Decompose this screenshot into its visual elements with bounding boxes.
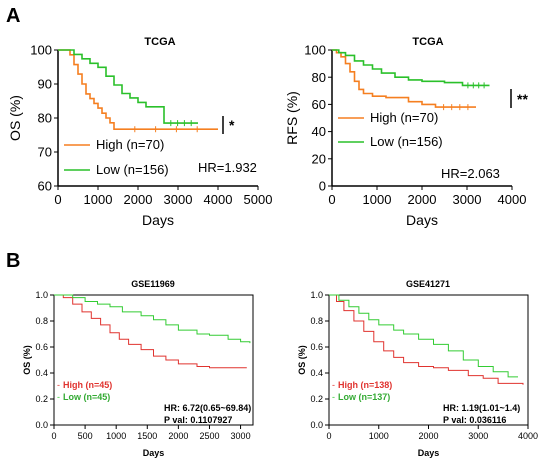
gse41271-os-chart: 0.0 0.2 0.4 0.6 0.8 1.0 0 1000 2000 3000 4000 GSE41… [297,279,538,458]
significance-label: * [229,117,235,133]
y-axis-label: RFS (%) [284,91,300,145]
x-tick-label: 3000 [453,192,482,207]
y-axis-label: OS (%) [297,345,307,375]
gse11969-os-chart: 0.0 0.2 0.4 0.6 0.8 1.0 0 500 1000 1500 2000 2500 30… [22,279,254,458]
y-tick-label: 60 [38,179,52,194]
legend-label: Low (n=45) [63,392,110,402]
legend-label: Low (n=137) [338,392,390,402]
panel-label-a: A [6,5,20,27]
x-tick-label: 4000 [204,192,233,207]
x-tick-label: 2500 [199,431,219,441]
legend-label: High (n=45) [63,380,112,390]
x-tick-label: 1000 [106,431,126,441]
x-tick-label: 0 [54,192,61,207]
y-tick-label: 1.0 [310,290,323,300]
y-tick-label: 0.2 [310,394,323,404]
x-tick-label: 1000 [363,192,392,207]
y-tick-label: 0.6 [35,342,48,352]
x-tick-label: 1000 [369,431,389,441]
survival-curve-low [58,49,198,124]
y-tick-label: 0 [319,179,326,194]
chart-title: TCGA [144,36,175,48]
x-tick-label: 0 [326,431,331,441]
legend-swatch: - [332,392,335,402]
survival-curve-high [54,294,247,369]
plot-frame [53,294,254,426]
y-axis-label: OS (%) [7,95,23,141]
chart-title: TCGA [412,36,443,48]
y-tick-label: 0.6 [310,342,323,352]
chart-title: GSE11969 [131,279,175,289]
x-tick-label: 1500 [137,431,157,441]
x-tick-label: 2000 [418,431,438,441]
y-tick-label: 100 [30,43,52,58]
y-tick-label: 100 [304,43,326,58]
x-tick-label: 1000 [84,192,113,207]
legend-swatch: - [57,380,60,390]
annotation-text: P val: 0.1107927 [164,415,232,425]
legend-swatch: - [332,380,335,390]
x-tick-label: 4000 [518,431,538,441]
x-tick-label: 0 [51,431,56,441]
y-tick-label: 80 [312,70,326,85]
y-tick-label: 0.8 [310,316,323,326]
y-tick-label: 60 [312,97,326,112]
y-tick-label: 0.4 [35,368,48,378]
x-tick-label: 3000 [164,192,193,207]
x-tick-label: 3000 [231,431,251,441]
chart-title: GSE41271 [406,279,450,289]
survival-curve-low [329,294,518,378]
annotation-text: HR: 1.19(1.01~1.4) [443,403,520,413]
x-tick-label: 5000 [244,192,273,207]
legend-swatch: - [57,392,60,402]
y-tick-label: 0.0 [310,420,323,430]
y-tick-label: 70 [38,145,52,160]
annotation-text: HR: 6.72(0.65~69.84) [164,403,251,413]
x-tick-label: 2000 [168,431,188,441]
y-tick-label: 40 [312,124,326,139]
survival-curve-high [58,49,218,130]
annotation-text: HR=2.063 [441,166,500,181]
annotation-text: HR=1.932 [198,160,257,175]
x-axis-label: Days [418,448,440,458]
significance-label: ** [517,91,528,107]
x-tick-label: 0 [328,192,335,207]
survival-curve-low [54,294,251,344]
legend-label: Low (n=156) [96,162,169,177]
panel-label-b: B [6,250,20,272]
y-tick-label: 1.0 [35,290,48,300]
x-tick-label: 2000 [408,192,437,207]
annotation-text: P val: 0.036116 [443,415,506,425]
y-tick-label: 20 [312,151,326,166]
survival-curve-high [329,294,524,385]
legend-label: High (n=138) [338,380,392,390]
legend-label: High (n=70) [96,137,164,152]
x-tick-label: 2000 [124,192,153,207]
y-tick-label: 90 [38,77,52,92]
legend-label: High (n=70) [370,110,438,125]
x-axis-label: Days [142,212,174,228]
y-tick-label: 80 [38,111,52,126]
x-axis-label: Days [406,212,438,228]
y-tick-label: 0.4 [310,368,323,378]
survival-curve-high [332,49,476,108]
y-tick-label: 0.8 [35,316,48,326]
x-axis-label: Days [143,448,165,458]
y-tick-label: 0.2 [35,394,48,404]
legend-label: Low (n=156) [370,134,443,149]
survival-curve-low [332,49,490,87]
y-tick-label: 0.0 [35,420,48,430]
x-tick-label: 4000 [498,192,527,207]
y-axis-label: OS (%) [22,345,32,375]
x-tick-label: 500 [78,431,93,441]
x-tick-label: 3000 [468,431,488,441]
